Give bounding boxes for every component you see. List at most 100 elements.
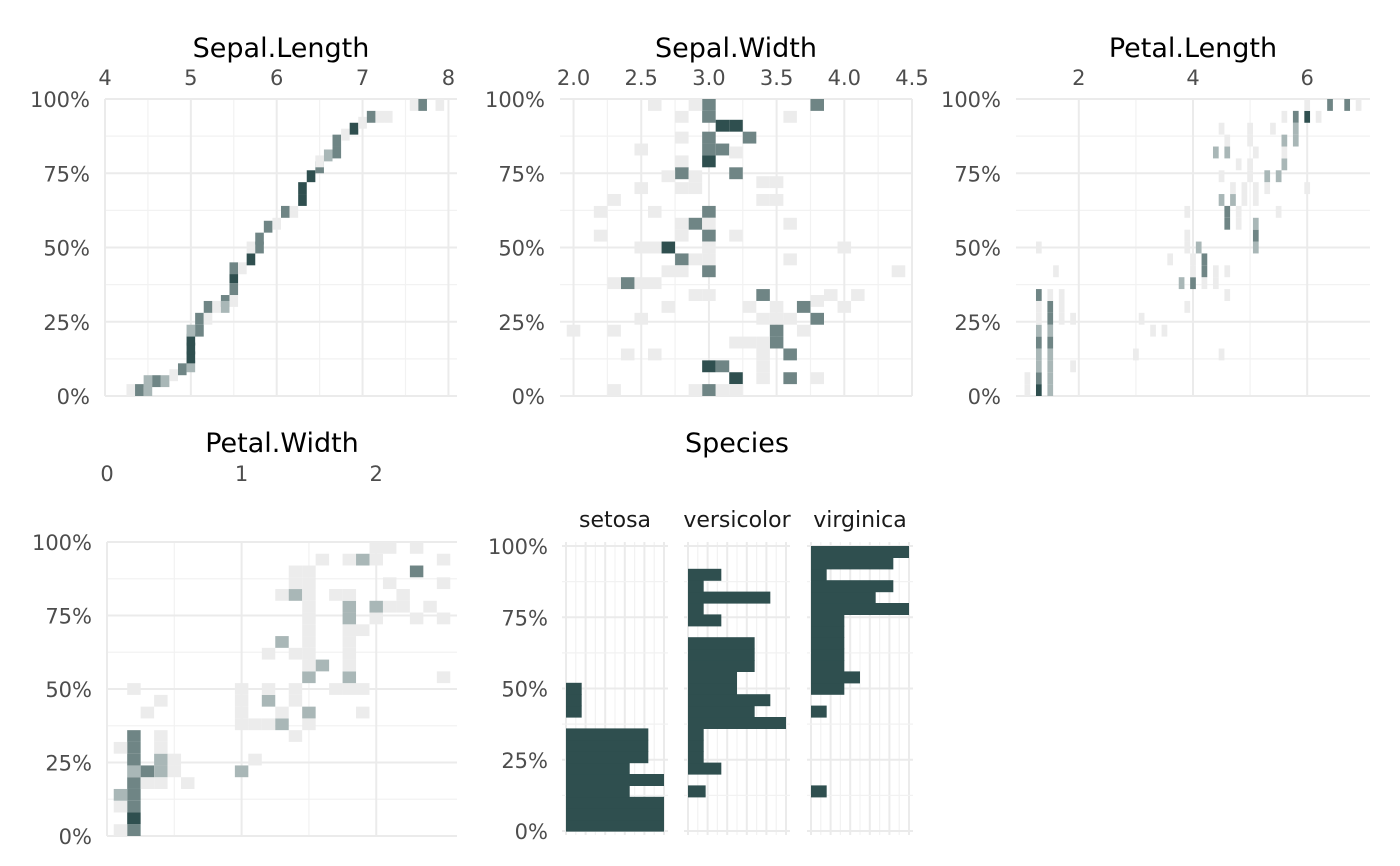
heatmap-cell [1224, 265, 1231, 278]
heatmap-cell [756, 312, 770, 325]
heatmap-cell [349, 122, 359, 135]
heatmap-cell [607, 277, 621, 290]
facet-virginica: virginica [807, 508, 913, 835]
heatmap-cell [1235, 217, 1242, 230]
heatmap-cell [1070, 360, 1076, 373]
heatmap-cell [1252, 182, 1259, 195]
heatmap-cell [143, 384, 153, 396]
heatmap-cell [203, 312, 213, 325]
heatmap-cell [607, 324, 621, 337]
heatmap-cell [255, 232, 264, 245]
x-tick-label: 7 [356, 66, 369, 90]
heatmap-cell [824, 289, 838, 301]
heatmap-cell [715, 143, 730, 156]
heatmap-cell [436, 612, 451, 625]
y-tick-label: 0% [57, 385, 90, 409]
heatmap-cell [186, 351, 196, 364]
heatmap-cell [1224, 205, 1231, 218]
heatmap-cell [409, 99, 419, 111]
heatmap-cell [702, 217, 716, 230]
heatmap-cell [234, 706, 249, 719]
heatmap-cell [648, 205, 662, 218]
panel-title: Species [685, 428, 789, 459]
heatmap-cell [177, 363, 187, 376]
species-bar [688, 751, 704, 764]
heatmap-cell [302, 624, 316, 637]
species-bar [688, 568, 722, 581]
heatmap-cell [1247, 134, 1253, 147]
heatmap-cell [837, 300, 852, 313]
heatmap-cell [1355, 99, 1362, 111]
heatmap-cell [1184, 241, 1191, 254]
heatmap-cell [1275, 205, 1282, 218]
heatmap-cell [769, 324, 784, 337]
heatmap-cell [342, 647, 357, 660]
heatmap-cell [1252, 229, 1259, 242]
heatmap-cell [607, 384, 621, 396]
heatmap-cell [229, 295, 239, 307]
heatmap-cell [436, 671, 451, 684]
y-tick-label: 50% [498, 237, 545, 261]
heatmap-cell [756, 360, 770, 373]
y-tick-label: 75% [954, 162, 1001, 186]
heatmap-cell [675, 131, 689, 144]
species-bar [688, 671, 737, 684]
heatmap-cell [783, 372, 797, 385]
heatmap-cell [675, 229, 689, 242]
y-tick-label: 75% [501, 606, 548, 630]
heatmap-cell [154, 765, 168, 778]
heatmap-cell [275, 636, 289, 648]
heatmap-cell [1275, 170, 1282, 183]
heatmap-cell [186, 360, 196, 373]
species-bar [811, 705, 827, 718]
heatmap-cell [261, 694, 276, 707]
heatmap-cell [1224, 289, 1231, 301]
heatmap-cell [1264, 170, 1271, 183]
y-tick-label: 100% [485, 88, 545, 112]
heatmap-cell [607, 194, 621, 206]
heatmap-cell [1252, 241, 1259, 254]
heatmap-cell [382, 600, 397, 613]
heatmap-cell [261, 683, 276, 695]
species-bar [811, 682, 845, 695]
heatmap-cell [756, 194, 770, 206]
panel-sepal-width: Sepal.Width 2.0 2.5 3.0 3.5 4.0 4.5 0% 25% 50% 75%… [485, 33, 929, 409]
panel-species: Species 0% 25% 50% 75% 100% setosa versicolor vi… [488, 428, 913, 844]
heatmap-cell [409, 612, 424, 625]
heatmap-cell [127, 741, 141, 754]
heatmap-cell [302, 706, 316, 719]
heatmap-cell [127, 788, 141, 801]
species-bar [688, 603, 704, 615]
heatmap-cell [648, 99, 662, 111]
y-tick-label: 75% [498, 162, 545, 186]
species-bar [688, 785, 706, 798]
y-tick-label: 50% [501, 678, 548, 702]
heatmap-cell [1047, 336, 1054, 349]
heatmap-cell [1053, 265, 1059, 278]
heatmap-cell [1184, 229, 1191, 242]
species-bar [566, 751, 649, 764]
heatmap-cell [229, 262, 239, 275]
y-tick-label: 50% [954, 237, 1001, 261]
y-tick-label: 25% [43, 311, 90, 335]
heatmap-cell [1047, 360, 1054, 373]
species-bar [811, 568, 827, 581]
heatmap-cell [891, 265, 906, 278]
heatmap-cell [356, 553, 370, 566]
heatmap-cell [783, 217, 797, 230]
heatmap-cell [729, 372, 743, 385]
species-bar [566, 785, 630, 798]
heatmap-cell [220, 300, 230, 313]
x-tick-label: 2 [1072, 66, 1085, 90]
heatmap-cell [688, 217, 703, 230]
heatmap-cell [186, 342, 196, 355]
heatmap-cell [634, 143, 648, 156]
heatmap-cell [246, 241, 256, 254]
y-tick-label: 100% [941, 88, 1001, 112]
panel-petal-width: Petal.Width 0 1 2 0% 25% 50% 75% 100% [32, 428, 457, 849]
x-tick-label: 1 [235, 462, 248, 486]
y-tick-label: 50% [45, 678, 92, 702]
heatmap-cell [1281, 146, 1288, 159]
heatmap-cell [356, 624, 370, 637]
heatmap-cell [356, 683, 370, 695]
